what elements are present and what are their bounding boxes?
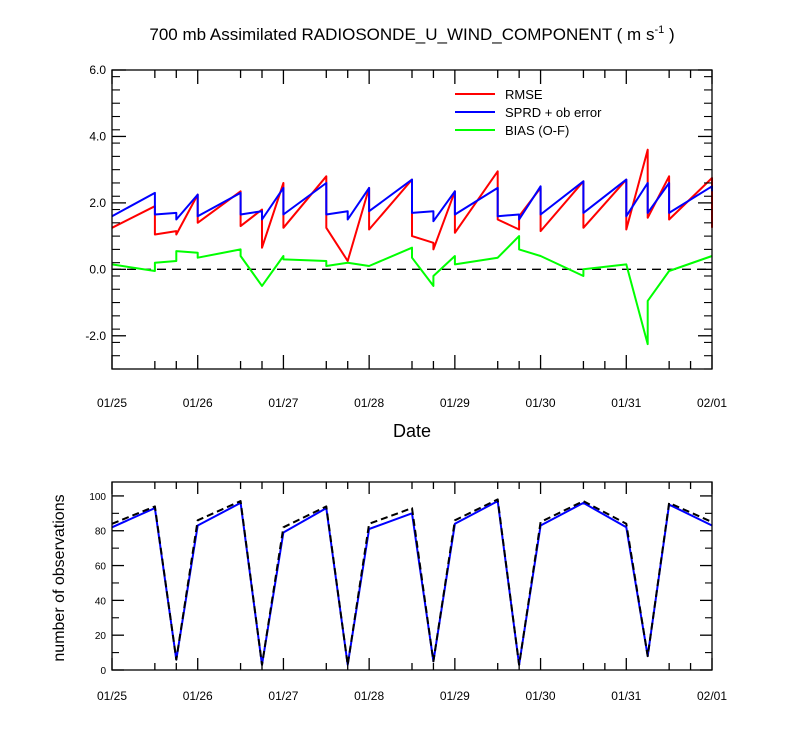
x-tick-label: 01/27 bbox=[268, 396, 298, 410]
x-tick-label: 01/31 bbox=[611, 689, 641, 703]
x-tick-label: 01/31 bbox=[611, 396, 641, 410]
series-line-1 bbox=[111, 498, 713, 666]
legend-label-0: RMSE bbox=[505, 87, 543, 102]
x-tick-label: 01/25 bbox=[97, 689, 127, 703]
y-tick-label: 60 bbox=[95, 562, 107, 573]
y-tick-label: 0.0 bbox=[89, 262, 106, 276]
series-line-2 bbox=[111, 235, 713, 346]
y-tick-label: 4.0 bbox=[89, 129, 106, 143]
x-tick-label: 01/25 bbox=[97, 396, 127, 410]
x-tick-label: 01/28 bbox=[354, 396, 384, 410]
series-line-1 bbox=[111, 178, 713, 223]
x-tick-label: 01/27 bbox=[268, 689, 298, 703]
x-tick-label: 01/26 bbox=[183, 689, 213, 703]
x-tick-label: 01/28 bbox=[354, 689, 384, 703]
x-tick-label: 02/01 bbox=[697, 689, 727, 703]
y-tick-label: 100 bbox=[89, 492, 106, 503]
legend-label-1: SPRD + ob error bbox=[505, 105, 602, 120]
y-tick-label: 0 bbox=[100, 666, 106, 677]
y-tick-label: 20 bbox=[95, 631, 107, 642]
x-tick-label: 01/26 bbox=[183, 396, 213, 410]
x-tick-label: 01/30 bbox=[526, 396, 556, 410]
y-tick-label: 6.0 bbox=[89, 63, 106, 77]
legend: RMSE SPRD + ob error BIAS (O-F) bbox=[455, 87, 602, 138]
x-axis-title: Date bbox=[393, 421, 431, 441]
y-axis-title: number of observations bbox=[51, 494, 68, 661]
legend-label-2: BIAS (O-F) bbox=[505, 123, 569, 138]
y-tick-label: 80 bbox=[95, 527, 107, 538]
top-plot: 01/25 01/26 01/27 01/28 01/29 01/30 01/31 02/01… bbox=[85, 63, 727, 410]
y-tick-label: 40 bbox=[95, 596, 107, 607]
x-tick-label: 01/30 bbox=[526, 689, 556, 703]
x-tick-label: 02/01 bbox=[697, 396, 727, 410]
y-tick-label: -2.0 bbox=[85, 329, 106, 343]
x-tick-label: 01/29 bbox=[440, 689, 470, 703]
chart-title: 700 mb Assimilated RADIOSONDE_U_WIND_COM… bbox=[149, 24, 674, 44]
series-line-0 bbox=[111, 500, 713, 666]
x-tick-label: 01/29 bbox=[440, 396, 470, 410]
bottom-plot: 01/25 01/26 01/27 01/28 01/29 01/30 01/31 02/01… bbox=[89, 481, 727, 703]
y-tick-label: 2.0 bbox=[89, 196, 106, 210]
